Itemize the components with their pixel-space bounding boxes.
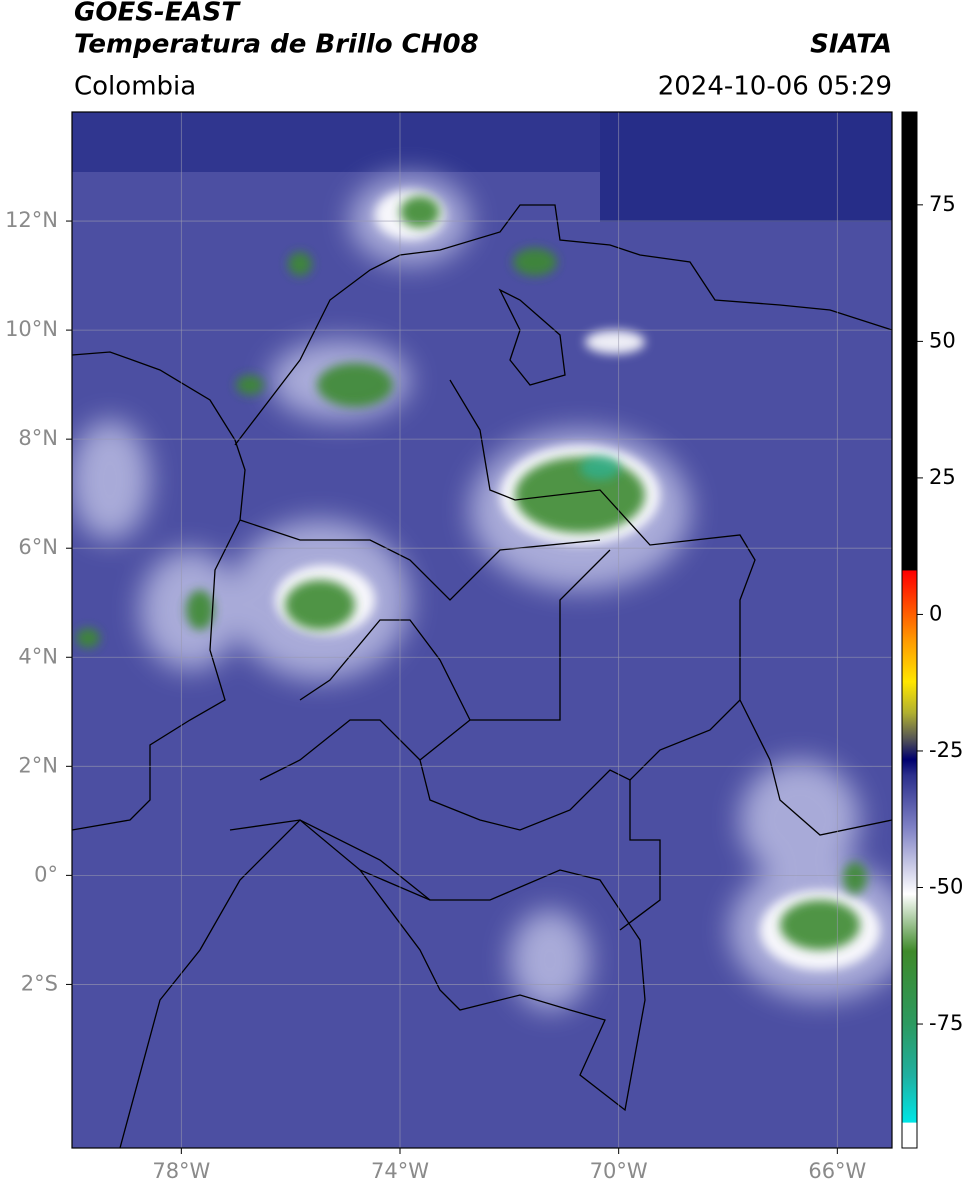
x-tick-label: 74°W (371, 1159, 429, 1183)
colorbar-tick-label: 75 (929, 192, 956, 216)
y-tick-label: 12°N (5, 208, 58, 232)
y-tick-label: 2°S (21, 971, 58, 995)
x-tick-label: 66°W (808, 1159, 866, 1183)
colorbar-tick-label: -25 (929, 738, 963, 762)
graticule (72, 112, 892, 1148)
colorbar-tick-label: -75 (929, 1011, 963, 1035)
y-tick-label: 8°N (18, 426, 58, 450)
title-line-1: GOES-EAST (74, 0, 241, 28)
colorbar (901, 111, 918, 1149)
datetime: 2024-10-06 05:29 (658, 72, 892, 102)
y-tick-label: 2°N (18, 753, 58, 777)
colorbar-tick-label: 0 (929, 601, 942, 625)
colorbar-tick-label: -50 (929, 874, 963, 898)
map-frame (71, 111, 893, 1149)
coastline (72, 204, 892, 1148)
y-tick-label: 4°N (18, 644, 58, 668)
y-tick-label: 6°N (18, 535, 58, 559)
title-line-2: Temperatura de Brillo CH08 (74, 30, 479, 60)
y-tick-label: 0° (34, 862, 58, 886)
organization: SIATA (810, 30, 892, 60)
x-tick-label: 78°W (152, 1159, 210, 1183)
x-tick-label: 70°W (590, 1159, 648, 1183)
y-tick-label: 10°N (5, 317, 58, 341)
colorbar-tick-label: 25 (929, 465, 956, 489)
colorbar-tick-label: 50 (929, 328, 956, 352)
satellite-image (72, 112, 892, 1148)
region: Colombia (74, 72, 196, 102)
